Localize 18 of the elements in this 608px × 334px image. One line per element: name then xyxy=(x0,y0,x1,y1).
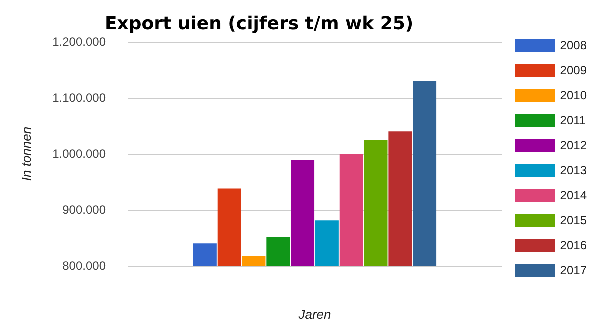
legend-label: 2009 xyxy=(560,64,588,78)
chart-title: Export uien (cijfers t/m wk 25) xyxy=(105,14,414,34)
legend-label: 2011 xyxy=(560,114,586,128)
y-tick-label: 800.000 xyxy=(62,259,106,273)
x-axis-title: Jaren xyxy=(298,307,332,322)
y-tick-label: 1.000.000 xyxy=(52,147,106,161)
legend-label: 2010 xyxy=(560,88,588,102)
legend-label: 2017 xyxy=(560,264,588,278)
legend-label: 2013 xyxy=(560,164,588,178)
y-tick-label: 900.000 xyxy=(62,203,106,217)
y-tick-label: 1.100.000 xyxy=(52,91,106,105)
legend-label: 2016 xyxy=(560,238,588,252)
legend-label: 2012 xyxy=(560,138,588,152)
y-tick-label: 1.200.000 xyxy=(52,35,106,49)
legend-label: 2015 xyxy=(560,214,588,228)
y-axis-title: In tonnen xyxy=(19,126,34,182)
legend-label: 2008 xyxy=(560,38,588,52)
legend-label: 2014 xyxy=(560,188,588,202)
